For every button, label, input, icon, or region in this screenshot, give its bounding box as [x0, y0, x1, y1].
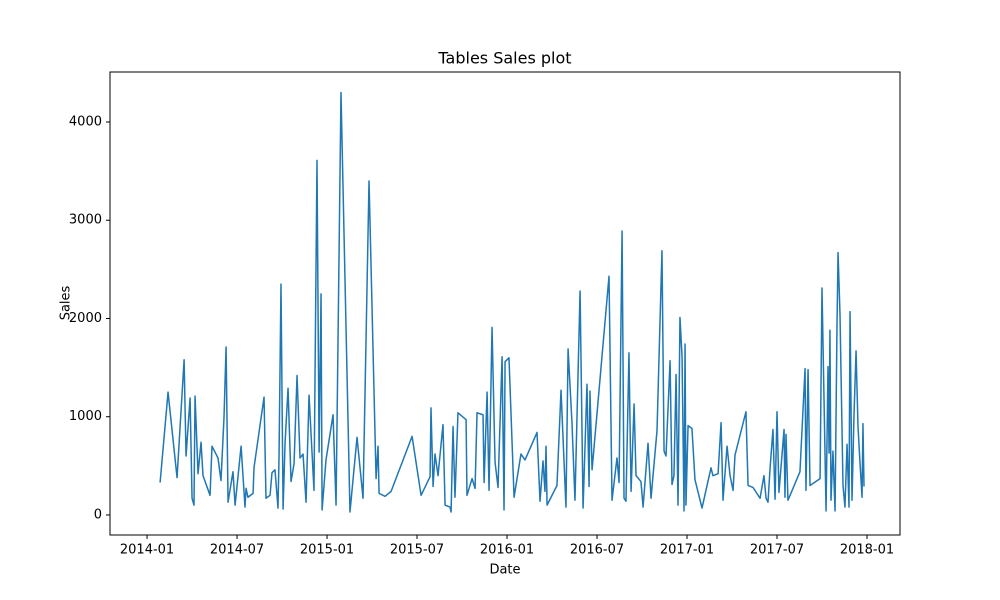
x-tick-label: 2017-01: [660, 543, 714, 558]
y-tick-label: 2000: [69, 311, 102, 326]
x-tick-label: 2017-07: [750, 543, 804, 558]
x-tick-label: 2016-01: [480, 543, 534, 558]
y-tick-label: 4000: [69, 115, 102, 130]
x-tick-label: 2015-01: [300, 543, 354, 558]
line-series: [159, 91, 865, 513]
x-axis-label: Date: [489, 563, 520, 578]
chart-title: Tables Sales plot: [437, 49, 571, 68]
x-tick-label: 2018-01: [840, 543, 894, 558]
plot-frame: [109, 71, 901, 536]
x-tick-label: 2015-07: [390, 543, 444, 558]
x-tick-label: 2014-01: [120, 543, 174, 558]
y-tick-label: 1000: [69, 409, 102, 424]
y-tick-label: 3000: [69, 213, 102, 228]
x-tick-label: 2014-07: [210, 543, 264, 558]
y-axis-label: Sales: [59, 285, 74, 320]
y-tick-label: 0: [94, 507, 102, 522]
x-tick-label: 2016-07: [570, 543, 624, 558]
